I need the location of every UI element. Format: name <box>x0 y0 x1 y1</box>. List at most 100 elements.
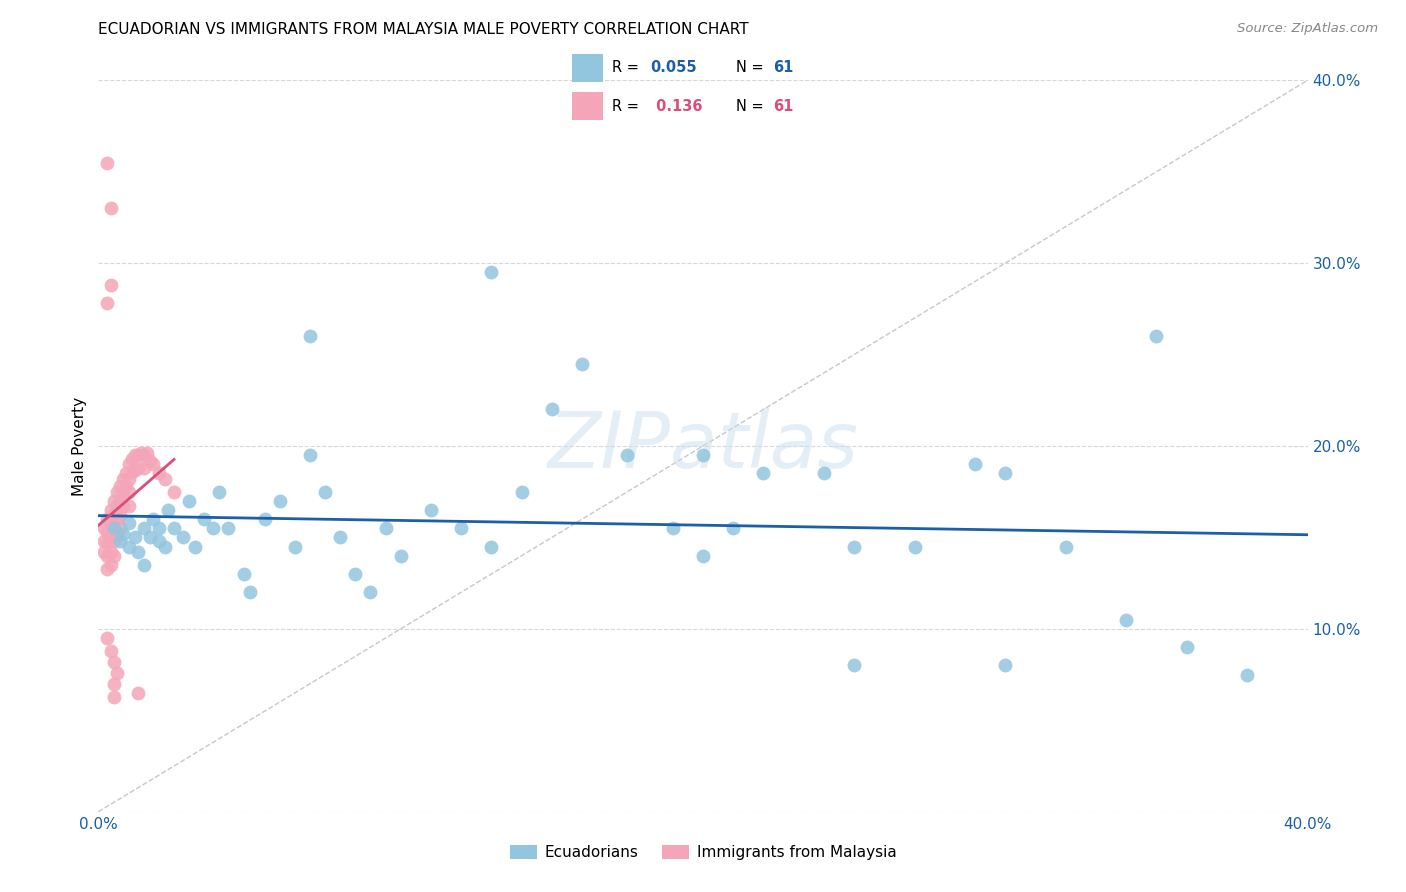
Point <box>124 448 146 462</box>
Point <box>100 202 122 216</box>
Point <box>540 402 562 417</box>
Point <box>844 540 866 554</box>
Point <box>360 585 382 599</box>
Point <box>692 448 714 462</box>
Point <box>105 498 128 512</box>
Point <box>100 278 122 293</box>
Point <box>813 467 835 481</box>
Point <box>121 451 143 466</box>
Point <box>1115 613 1137 627</box>
Point <box>172 530 194 544</box>
Point <box>111 500 134 514</box>
Point <box>103 493 125 508</box>
Point <box>179 493 201 508</box>
Point <box>344 567 367 582</box>
Y-axis label: Male Poverty: Male Poverty <box>72 396 87 496</box>
Point <box>994 658 1017 673</box>
Point <box>103 521 125 535</box>
Point <box>163 521 186 535</box>
Point <box>389 549 412 563</box>
Point <box>184 540 207 554</box>
Point <box>100 644 122 658</box>
Point <box>420 503 443 517</box>
Point <box>105 512 128 526</box>
Point <box>1054 540 1077 554</box>
Point <box>111 484 134 499</box>
Point <box>127 686 149 700</box>
Point <box>208 484 231 499</box>
Point <box>193 512 215 526</box>
Point <box>96 524 118 539</box>
Point <box>105 484 128 499</box>
Point <box>723 521 745 535</box>
Point <box>103 521 125 535</box>
Point <box>148 534 170 549</box>
Point <box>100 545 122 559</box>
Point <box>132 461 155 475</box>
Point <box>103 690 125 704</box>
Text: R =: R = <box>612 61 644 76</box>
Point <box>132 558 155 572</box>
Point <box>96 512 118 526</box>
Point <box>103 655 125 669</box>
Point <box>139 530 162 544</box>
Point <box>156 503 179 517</box>
Text: ECUADORIAN VS IMMIGRANTS FROM MALAYSIA MALE POVERTY CORRELATION CHART: ECUADORIAN VS IMMIGRANTS FROM MALAYSIA M… <box>98 22 749 37</box>
Point <box>114 479 136 493</box>
Point <box>108 508 131 523</box>
Point <box>844 658 866 673</box>
Point <box>481 540 503 554</box>
Point <box>481 265 503 279</box>
Point <box>752 467 775 481</box>
Text: N =: N = <box>735 98 768 113</box>
Text: R =: R = <box>612 98 644 113</box>
Point <box>269 493 291 508</box>
Text: 61: 61 <box>773 61 793 76</box>
Point <box>108 534 131 549</box>
Point <box>96 296 118 310</box>
Point <box>111 472 134 486</box>
Point <box>124 530 146 544</box>
Text: Source: ZipAtlas.com: Source: ZipAtlas.com <box>1237 22 1378 36</box>
Point <box>96 631 118 645</box>
Point <box>100 516 122 530</box>
Point <box>139 453 162 467</box>
Point <box>111 526 134 541</box>
FancyBboxPatch shape <box>572 92 603 120</box>
Point <box>127 545 149 559</box>
Point <box>132 521 155 535</box>
Point <box>118 540 141 554</box>
Point <box>217 521 239 535</box>
Point <box>124 463 146 477</box>
Point <box>96 549 118 563</box>
Point <box>1236 667 1258 681</box>
Text: N =: N = <box>735 61 768 76</box>
Text: 0.055: 0.055 <box>651 61 697 76</box>
Point <box>100 503 122 517</box>
Point <box>118 500 141 514</box>
Point <box>93 521 115 535</box>
Point <box>904 540 927 554</box>
Point <box>142 512 165 526</box>
Point <box>127 448 149 462</box>
Point <box>105 526 128 541</box>
Point <box>994 467 1017 481</box>
Point <box>148 521 170 535</box>
Text: ZIPatlas: ZIPatlas <box>547 408 859 484</box>
Point <box>118 484 141 499</box>
Point <box>299 329 322 343</box>
Point <box>100 558 122 572</box>
Point <box>118 516 141 530</box>
Point <box>662 521 685 535</box>
Point <box>108 521 131 535</box>
Point <box>284 540 307 554</box>
Point <box>114 467 136 481</box>
Point <box>93 545 115 559</box>
Point <box>299 448 322 462</box>
Point <box>510 484 533 499</box>
Point <box>329 530 352 544</box>
Point <box>202 521 225 535</box>
Point <box>100 530 122 544</box>
Point <box>118 472 141 486</box>
Point <box>135 446 157 460</box>
